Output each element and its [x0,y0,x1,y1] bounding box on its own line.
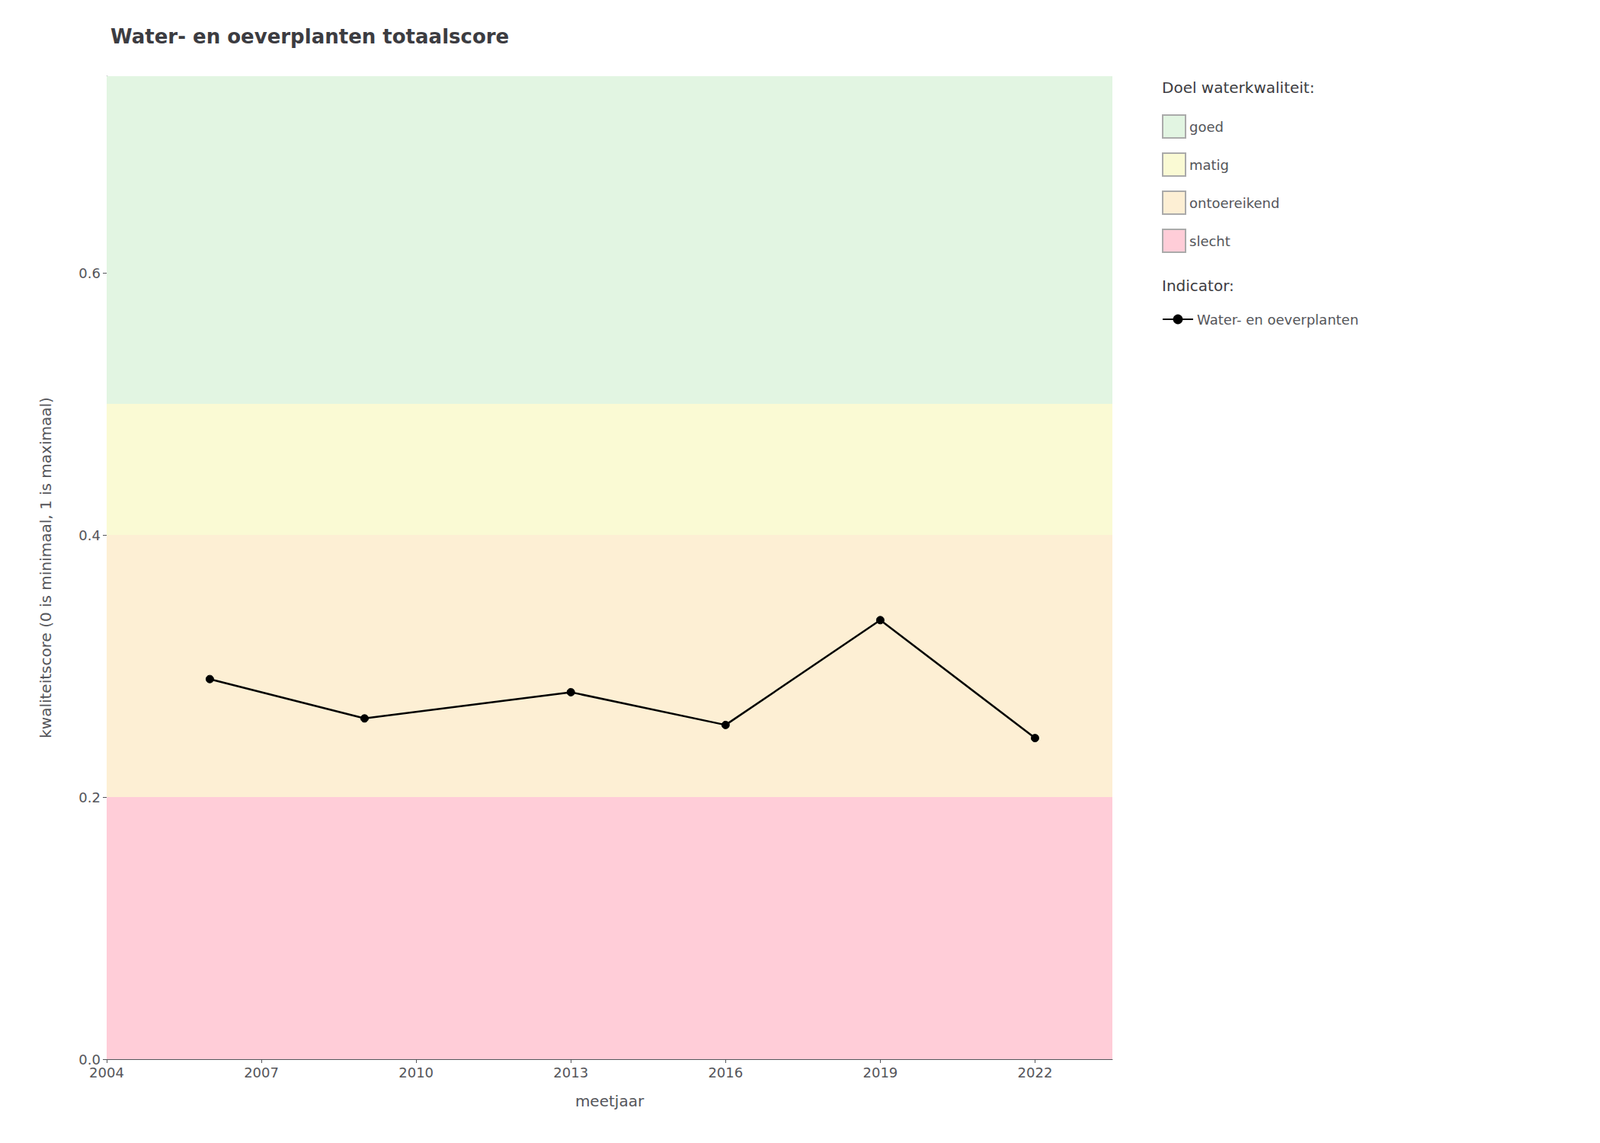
svg-text:slecht: slecht [1189,233,1231,250]
svg-text:0.2: 0.2 [78,789,101,806]
svg-text:goed: goed [1189,118,1224,135]
svg-text:2013: 2013 [553,1064,589,1081]
svg-text:ontoereikend: ontoereikend [1189,195,1280,212]
svg-text:meetjaar: meetjaar [575,1091,645,1111]
svg-text:kwaliteitscore (0 is minimaal,: kwaliteitscore (0 is minimaal, 1 is maxi… [36,396,55,739]
svg-text:Water- en oeverplanten: Water- en oeverplanten [1196,311,1359,328]
svg-text:Water- en oeverplanten totaals: Water- en oeverplanten totaalscore [110,25,509,48]
svg-text:2007: 2007 [243,1064,279,1081]
svg-text:0.4: 0.4 [78,527,101,544]
svg-text:2004: 2004 [89,1064,125,1081]
svg-text:2016: 2016 [707,1064,743,1081]
svg-text:Indicator:: Indicator: [1161,276,1235,295]
svg-text:2010: 2010 [398,1064,434,1081]
svg-text:2019: 2019 [862,1064,898,1081]
svg-text:Doel waterkwaliteit:: Doel waterkwaliteit: [1161,78,1315,97]
svg-text:2022: 2022 [1017,1064,1053,1081]
svg-text:matig: matig [1189,156,1229,173]
svg-text:0.0: 0.0 [78,1051,101,1068]
svg-text:0.6: 0.6 [78,265,101,282]
